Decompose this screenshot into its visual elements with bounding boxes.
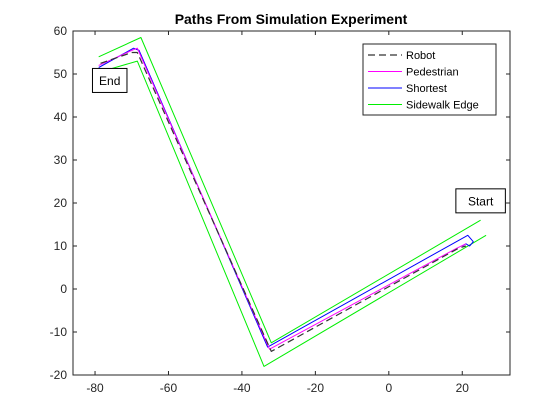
legend-label: Pedestrian [406,67,459,79]
legend: Robot Pedestrian Shortest Sidewalk Edge [362,43,497,116]
y-tick-label: 40 [54,110,68,124]
annotation-label-start: Start [468,194,494,208]
series-line-robot [100,51,467,352]
annotation-label-end: End [99,74,120,88]
legend-label: Shortest [406,83,447,95]
annotation-box-start [455,188,506,214]
series-line-sidewalk-edge-2 [100,60,487,367]
x-tick-label: -80 [86,381,104,395]
legend-box [362,43,497,116]
series-layer [98,37,487,367]
series-line-sidewalk-edge-1 [98,37,481,344]
x-tick-label: 0 [385,381,392,395]
y-tick-label: 10 [54,239,68,253]
annotation-box-end [91,67,128,93]
x-tick-label: -60 [160,381,178,395]
y-tick-label: -20 [50,368,68,382]
x-tick-label: -40 [233,381,251,395]
y-tick-label: 50 [54,67,68,81]
annotations: End Start [91,67,506,214]
y-tick-label: 60 [54,24,68,38]
axes-ticks: -80 -60 -40 -20 0 20 -20 -10 0 10 20 30 40 50 60 [50,24,510,395]
x-tick-label: -20 [307,381,325,395]
y-tick-label: 30 [54,153,68,167]
x-tick-label: 20 [456,381,470,395]
legend-label: Robot [406,50,435,62]
y-tick-label: -10 [50,325,68,339]
y-tick-label: 20 [54,196,68,210]
legend-label: Sidewalk Edge [406,100,479,112]
chart-title: Paths From Simulation Experiment [175,11,408,27]
y-tick-label: 0 [60,282,67,296]
